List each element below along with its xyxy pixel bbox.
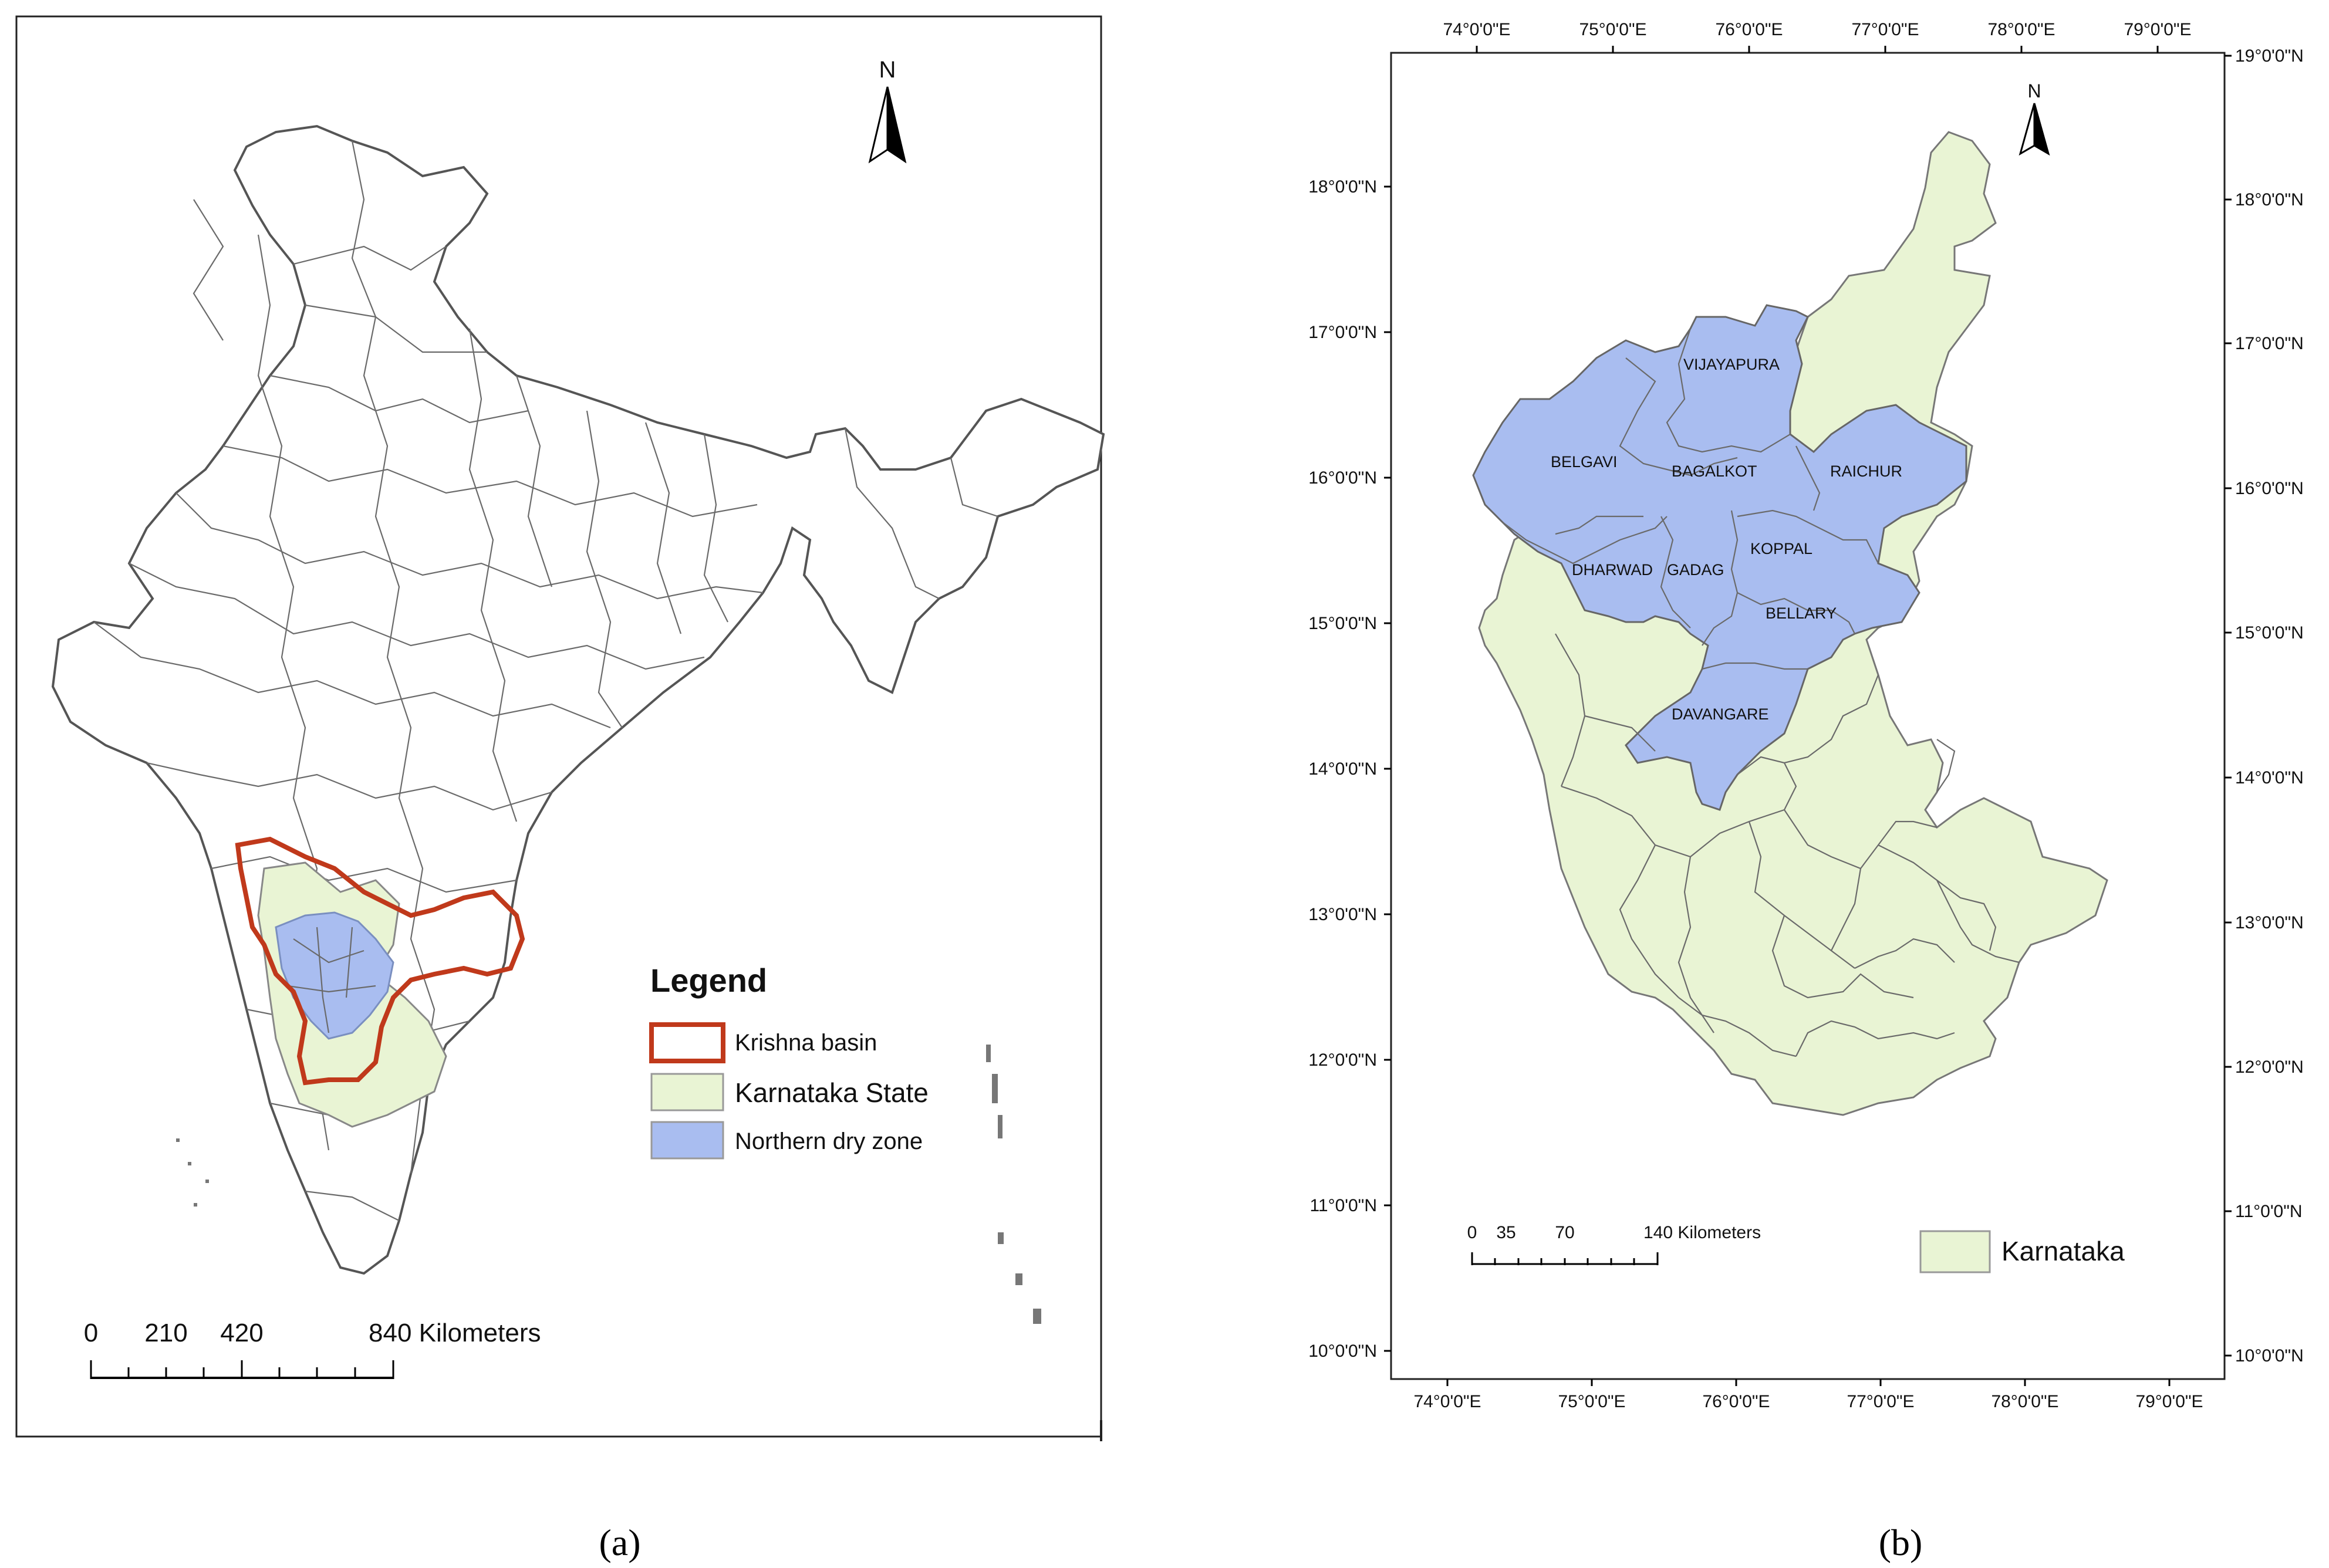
- legend-label-karnataka: Karnataka State: [735, 1077, 929, 1108]
- scale-bar-a: 0 210 420 840 Kilometers: [84, 1319, 541, 1379]
- svg-text:16°0'0"N: 16°0'0"N: [2235, 479, 2304, 498]
- svg-text:12°0'0"N: 12°0'0"N: [2235, 1057, 2304, 1077]
- graticule-ticks: [1384, 46, 2232, 1386]
- legend-swatch-karnataka-b: [1919, 1230, 1991, 1273]
- legend-swatch-basin: [649, 1022, 725, 1063]
- label-bellary: BELLARY: [1766, 604, 1837, 622]
- svg-text:79°0'0"E: 79°0'0"E: [2124, 20, 2191, 39]
- krishna-basin-outline: [235, 836, 525, 1086]
- svg-text:10°0'0"N: 10°0'0"N: [2235, 1346, 2304, 1366]
- svg-text:11°0'0"N: 11°0'0"N: [2235, 1202, 2303, 1221]
- label-davangare: DAVANGARE: [1672, 705, 1769, 723]
- lat-labels-left: 18°0'0"N 17°0'0"N 16°0'0"N 15°0'0"N 14°0…: [1308, 177, 1377, 1361]
- svg-text:0: 0: [84, 1319, 98, 1347]
- svg-text:11°0'0"N: 11°0'0"N: [1309, 1196, 1377, 1215]
- legend-a: Legend Krishna basin Karnataka State Nor…: [649, 962, 929, 1160]
- svg-text:840 Kilometers: 840 Kilometers: [369, 1319, 541, 1347]
- lat-labels-right: 19°0'0"N 18°0'0"N 17°0'0"N 16°0'0"N 15°0…: [2235, 46, 2304, 1366]
- lon-labels-bottom: 74°0'0"E 75°0'0"E 76°0'0"E 77°0'0"E 78°0…: [1413, 1392, 2203, 1411]
- legend-b: Karnataka: [1919, 1230, 2125, 1273]
- svg-text:18°0'0"N: 18°0'0"N: [2235, 190, 2304, 209]
- svg-text:140 Kilometers: 140 Kilometers: [1643, 1223, 1761, 1242]
- label-bagalkot: BAGALKOT: [1672, 462, 1757, 480]
- svg-text:15°0'0"N: 15°0'0"N: [1308, 614, 1377, 633]
- svg-text:17°0'0"N: 17°0'0"N: [1308, 323, 1377, 342]
- lon-labels-top: 74°0'0"E 75°0'0"E 76°0'0"E 77°0'0"E 78°0…: [1443, 20, 2191, 39]
- svg-text:10°0'0"N: 10°0'0"N: [1308, 1341, 1377, 1361]
- svg-text:79°0'0"E: 79°0'0"E: [2135, 1392, 2203, 1411]
- label-vijayapura: VIJAYAPURA: [1683, 356, 1780, 373]
- svg-text:18°0'0"N: 18°0'0"N: [1308, 177, 1377, 197]
- svg-text:75°0'0"E: 75°0'0"E: [1558, 1392, 1625, 1411]
- scale-bar-b: 0 35 70 140 Kilometers: [1467, 1223, 1761, 1265]
- district-labels: VIJAYAPURA BELGAVI BAGALKOT RAICHUR KOPP…: [1551, 356, 1902, 723]
- svg-text:74°0'0"E: 74°0'0"E: [1413, 1392, 1481, 1411]
- label-koppal: KOPPAL: [1750, 540, 1812, 557]
- north-arrow-a: N: [868, 57, 907, 164]
- dry-zone-b: [1472, 304, 1967, 811]
- svg-text:210: 210: [144, 1319, 187, 1347]
- svg-text:15°0'0"N: 15°0'0"N: [2235, 623, 2304, 643]
- caption-a: (a): [599, 1522, 640, 1563]
- svg-text:35: 35: [1496, 1223, 1515, 1242]
- svg-text:74°0'0"E: 74°0'0"E: [1443, 20, 1510, 39]
- svg-text:420: 420: [220, 1319, 263, 1347]
- svg-text:76°0'0"E: 76°0'0"E: [1702, 1392, 1770, 1411]
- svg-text:76°0'0"E: 76°0'0"E: [1715, 20, 1783, 39]
- svg-text:19°0'0"N: 19°0'0"N: [2235, 46, 2304, 66]
- legend-swatch-karnataka: [650, 1073, 724, 1111]
- svg-text:13°0'0"N: 13°0'0"N: [2235, 913, 2304, 932]
- panel-b: 74°0'0"E 75°0'0"E 76°0'0"E 77°0'0"E 78°0…: [1308, 20, 2304, 1563]
- legend-title: Legend: [650, 962, 767, 999]
- label-raichur: RAICHUR: [1830, 462, 1902, 480]
- india-district-lines: [93, 140, 998, 1221]
- legend-label-karnataka-b: Karnataka: [2001, 1236, 2125, 1266]
- svg-text:0: 0: [1467, 1223, 1477, 1242]
- svg-text:17°0'0"N: 17°0'0"N: [2235, 334, 2304, 353]
- svg-text:77°0'0"E: 77°0'0"E: [1851, 20, 1919, 39]
- dry-zone-district-lines: [1502, 328, 1879, 670]
- legend-swatch-dry-zone: [650, 1121, 724, 1160]
- dry-zone-lines-a: [287, 927, 376, 1033]
- svg-text:78°0'0"E: 78°0'0"E: [1987, 20, 2055, 39]
- svg-text:70: 70: [1555, 1223, 1574, 1242]
- svg-text:75°0'0"E: 75°0'0"E: [1579, 20, 1646, 39]
- label-dharwad: DHARWAD: [1572, 561, 1653, 579]
- svg-text:16°0'0"N: 16°0'0"N: [1308, 468, 1377, 488]
- legend-label-dry-zone: Northern dry zone: [735, 1128, 923, 1154]
- legend-label-basin: Krishna basin: [735, 1030, 877, 1056]
- svg-text:14°0'0"N: 14°0'0"N: [1308, 759, 1377, 779]
- karnataka-district-lines: [1555, 633, 2020, 1057]
- label-belgavi: BELGAVI: [1551, 453, 1618, 471]
- svg-text:13°0'0"N: 13°0'0"N: [1308, 905, 1377, 924]
- svg-text:78°0'0"E: 78°0'0"E: [1991, 1392, 2058, 1411]
- svg-text:N: N: [879, 57, 896, 83]
- svg-text:N: N: [2027, 80, 2041, 102]
- svg-text:77°0'0"E: 77°0'0"E: [1847, 1392, 1914, 1411]
- svg-text:12°0'0"N: 12°0'0"N: [1308, 1050, 1377, 1070]
- svg-text:14°0'0"N: 14°0'0"N: [2235, 768, 2304, 788]
- north-arrow-b: N: [2019, 80, 2050, 156]
- islands: [176, 1045, 1041, 1324]
- panel-a: N Legend Krishna basin Karnataka State N…: [15, 15, 1105, 1563]
- label-gadag: GADAG: [1667, 561, 1724, 579]
- caption-b: (b): [1879, 1522, 1923, 1563]
